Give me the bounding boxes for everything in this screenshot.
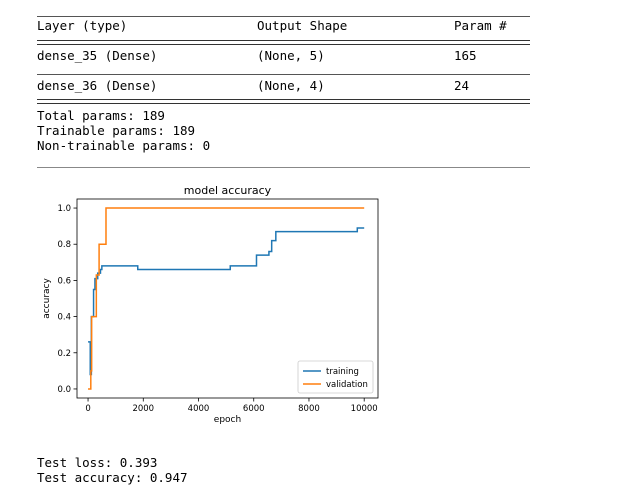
accuracy-chart-svg: model accuracy 0 2000 4000 6000 8000 10000 0.0 0… — [42, 184, 379, 425]
plot-frame — [76, 198, 379, 399]
test-accuracy: Test accuracy: 0.947 — [37, 470, 188, 485]
header-layer: Layer (type) — [37, 18, 128, 33]
test-loss: Test loss: 0.393 — [37, 455, 158, 470]
legend-label-training: training — [326, 367, 359, 377]
legend-box — [297, 360, 374, 394]
series-line-validation — [88, 207, 365, 390]
x-axis-label: epoch — [214, 415, 241, 425]
header-output-shape: Output Shape — [257, 18, 348, 33]
y-axis-label: accuracy — [42, 278, 52, 319]
chart-title: model accuracy — [184, 184, 272, 197]
y-tick-label: 0.4 — [57, 313, 71, 323]
accuracy-chart: model accuracy 0 2000 4000 6000 8000 10000 0.0 0… — [36, 180, 386, 430]
summary-rule-end — [37, 167, 530, 168]
y-tick-label: 0.0 — [57, 385, 71, 395]
summary-rule-top — [37, 16, 530, 17]
x-tick-label: 0 — [85, 404, 90, 414]
row-0-shape: (None, 5) — [257, 48, 325, 63]
x-tick-label: 4000 — [188, 404, 210, 414]
x-tick-label: 2000 — [132, 404, 154, 414]
row-1-params: 24 — [454, 78, 470, 93]
row-1-layer: dense_36 (Dense) — [37, 78, 158, 93]
trainable-params: Trainable params: 189 — [37, 123, 196, 138]
y-tick-label: 0.2 — [57, 349, 71, 359]
legend-label-validation: validation — [326, 380, 368, 390]
y-tick-label: 0.8 — [57, 240, 71, 250]
row-0-params: 165 — [454, 48, 477, 63]
series-line-training — [88, 227, 365, 376]
header-params: Param # — [454, 18, 507, 33]
x-tick-label: 10000 — [351, 404, 378, 414]
summary-rule-double — [37, 40, 530, 45]
summary-rule-row — [37, 74, 530, 75]
total-params: Total params: 189 — [37, 108, 165, 123]
x-tick-label: 6000 — [243, 404, 265, 414]
row-0-layer: dense_35 (Dense) — [37, 48, 158, 63]
y-tick-label: 1.0 — [57, 204, 71, 214]
row-1-shape: (None, 4) — [257, 78, 325, 93]
non-trainable-params: Non-trainable params: 0 — [37, 138, 211, 153]
y-tick-label: 0.6 — [57, 276, 71, 286]
x-tick-label: 8000 — [298, 404, 320, 414]
summary-rule-double-bottom — [37, 99, 530, 104]
